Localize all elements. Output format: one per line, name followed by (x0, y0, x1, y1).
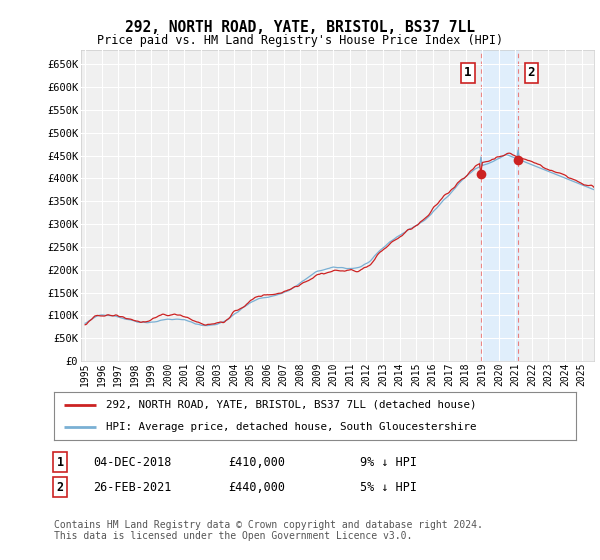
Text: Contains HM Land Registry data © Crown copyright and database right 2024.
This d: Contains HM Land Registry data © Crown c… (54, 520, 483, 542)
Text: 1: 1 (56, 455, 64, 469)
Text: £410,000: £410,000 (228, 455, 285, 469)
Text: Price paid vs. HM Land Registry's House Price Index (HPI): Price paid vs. HM Land Registry's House … (97, 34, 503, 46)
Text: 292, NORTH ROAD, YATE, BRISTOL, BS37 7LL (detached house): 292, NORTH ROAD, YATE, BRISTOL, BS37 7LL… (106, 400, 476, 410)
Text: 5% ↓ HPI: 5% ↓ HPI (360, 480, 417, 494)
Text: 2: 2 (527, 67, 535, 80)
Text: 26-FEB-2021: 26-FEB-2021 (93, 480, 172, 494)
Text: 1: 1 (464, 67, 472, 80)
Text: 2: 2 (56, 480, 64, 494)
Text: HPI: Average price, detached house, South Gloucestershire: HPI: Average price, detached house, Sout… (106, 422, 476, 432)
Text: £440,000: £440,000 (228, 480, 285, 494)
Text: 292, NORTH ROAD, YATE, BRISTOL, BS37 7LL: 292, NORTH ROAD, YATE, BRISTOL, BS37 7LL (125, 20, 475, 35)
Bar (481, 50, 518, 361)
Text: 9% ↓ HPI: 9% ↓ HPI (360, 455, 417, 469)
Text: 04-DEC-2018: 04-DEC-2018 (93, 455, 172, 469)
